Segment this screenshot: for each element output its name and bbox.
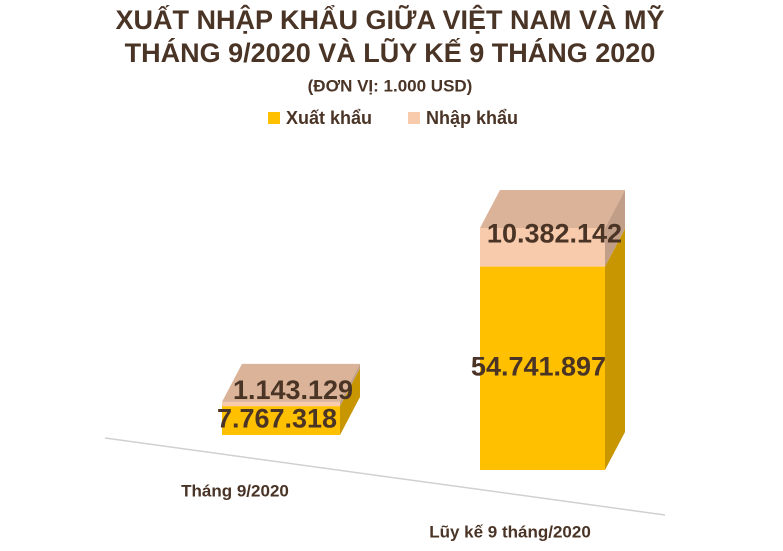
category-label: Tháng 9/2020 bbox=[181, 481, 289, 500]
bar-side bbox=[605, 228, 625, 470]
category-label: Lũy kế 9 tháng/2020 bbox=[429, 522, 591, 541]
chart-title: XUẤT NHẬP KHẨU GIỮA VIỆT NAM VÀ MỸ bbox=[116, 4, 665, 35]
bar-top bbox=[480, 190, 625, 228]
value-label: 10.382.142 bbox=[487, 218, 622, 248]
legend-label: Nhập khẩu bbox=[426, 108, 518, 128]
bar-top bbox=[222, 363, 360, 402]
unit-label: (ĐƠN VỊ: 1.000 USD) bbox=[308, 76, 473, 95]
value-label: 7.767.318 bbox=[217, 404, 337, 434]
value-label: 1.143.129 bbox=[233, 375, 353, 405]
bar bbox=[480, 228, 605, 267]
value-label: 54.741.897 bbox=[471, 351, 606, 381]
ground-line bbox=[104, 437, 666, 516]
bar bbox=[480, 266, 605, 470]
bar-side bbox=[340, 363, 360, 407]
bar bbox=[222, 406, 340, 435]
bar bbox=[222, 401, 340, 407]
chart-subtitle: THÁNG 9/2020 VÀ LŨY KẾ 9 THÁNG 2020 bbox=[125, 37, 656, 68]
legend-swatch bbox=[408, 112, 420, 124]
legend-swatch bbox=[268, 112, 280, 124]
legend-label: Xuất khẩu bbox=[286, 108, 372, 128]
bar-side bbox=[340, 368, 360, 435]
bar-side bbox=[605, 190, 625, 267]
